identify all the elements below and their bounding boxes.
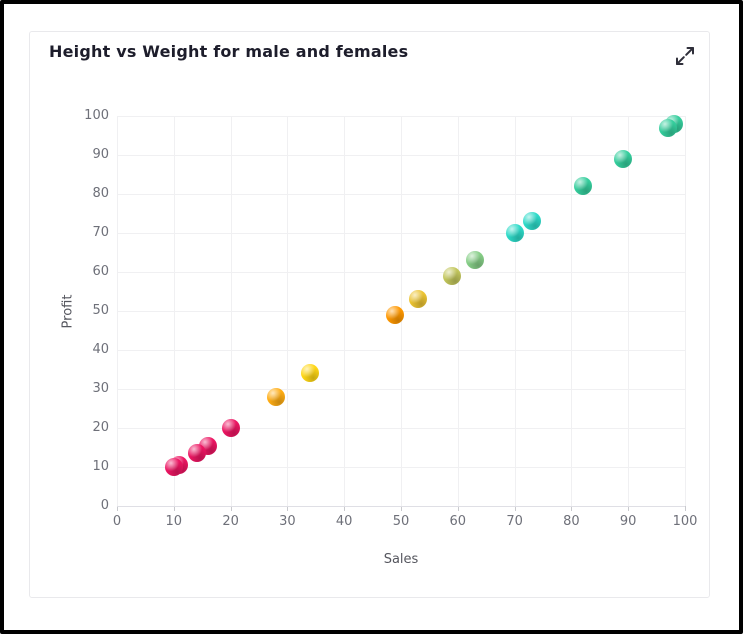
y-tick-label: 10 bbox=[92, 459, 109, 474]
scatter-point[interactable] bbox=[221, 419, 240, 437]
x-gridline bbox=[685, 116, 686, 506]
scatter-point[interactable] bbox=[465, 251, 484, 270]
scatter-point[interactable] bbox=[187, 444, 206, 463]
y-axis-title: Profit bbox=[60, 294, 76, 329]
x-tick-mark bbox=[628, 506, 630, 511]
x-tick-label: 50 bbox=[392, 514, 410, 529]
scatter-point[interactable] bbox=[386, 305, 405, 324]
x-tick-mark bbox=[457, 506, 459, 511]
scatter-point[interactable] bbox=[505, 224, 524, 242]
scatter-point[interactable] bbox=[522, 212, 541, 231]
scatter-point[interactable] bbox=[267, 387, 286, 406]
x-tick-label: 20 bbox=[222, 514, 239, 529]
scatter-point[interactable] bbox=[573, 177, 592, 196]
scatter-point[interactable] bbox=[409, 290, 428, 309]
x-tick-mark bbox=[571, 506, 573, 511]
x-tick-label: 90 bbox=[619, 514, 637, 529]
x-tick-mark bbox=[685, 506, 686, 511]
x-tick-mark bbox=[514, 506, 516, 511]
x-tick-label: 80 bbox=[563, 514, 580, 529]
x-tick-mark bbox=[401, 506, 402, 511]
chart-card: Height vs Weight for male and females 0 1… bbox=[29, 31, 710, 598]
y-gridline bbox=[117, 233, 685, 234]
expand-icon[interactable] bbox=[671, 42, 699, 70]
x-tick-mark bbox=[173, 506, 175, 511]
scatter-point[interactable] bbox=[658, 118, 677, 137]
x-tick-label: 30 bbox=[279, 514, 296, 529]
scatter-point[interactable] bbox=[301, 364, 320, 383]
x-tick-label: 60 bbox=[449, 514, 467, 529]
y-gridline bbox=[117, 467, 685, 468]
y-tick-label: 90 bbox=[92, 147, 109, 162]
x-tick-label: 10 bbox=[165, 514, 183, 529]
y-gridline bbox=[117, 428, 685, 429]
x-tick-mark bbox=[117, 506, 118, 511]
x-tick-mark bbox=[344, 506, 346, 511]
scatter-point[interactable] bbox=[613, 149, 632, 168]
y-gridline bbox=[117, 389, 685, 390]
y-gridline bbox=[117, 194, 685, 195]
y-tick-label: 60 bbox=[92, 264, 109, 279]
scatter-point[interactable] bbox=[443, 266, 462, 285]
x-tick-label: 0 bbox=[112, 514, 122, 529]
y-gridline bbox=[117, 272, 685, 273]
x-tick-label: 100 bbox=[672, 514, 698, 529]
scatter-point[interactable] bbox=[164, 458, 183, 476]
y-tick-label: 80 bbox=[92, 186, 109, 201]
x-tick-mark bbox=[287, 506, 289, 511]
y-tick-label: 0 bbox=[100, 498, 109, 513]
y-tick-label: 20 bbox=[92, 420, 109, 435]
x-tick-label: 40 bbox=[335, 514, 353, 529]
x-tick-mark bbox=[230, 506, 232, 511]
x-axis-line bbox=[117, 506, 685, 507]
y-tick-label: 100 bbox=[84, 108, 109, 123]
y-tick-label: 30 bbox=[92, 381, 109, 396]
chart-title: Height vs Weight for male and females bbox=[49, 42, 409, 61]
y-gridline bbox=[117, 155, 685, 156]
y-gridline bbox=[117, 350, 685, 351]
plot-area: 0 10 20 30 40 50 60 70 80 90 100 0 10 20 30 40 50 60 70 80 9… bbox=[84, 108, 697, 529]
y-gridline bbox=[117, 116, 685, 117]
y-tick-label: 50 bbox=[92, 303, 109, 318]
y-tick-label: 40 bbox=[92, 342, 109, 357]
x-tick-label: 70 bbox=[506, 514, 523, 529]
x-axis-title: Sales bbox=[383, 552, 419, 567]
y-tick-label: 70 bbox=[92, 225, 109, 240]
